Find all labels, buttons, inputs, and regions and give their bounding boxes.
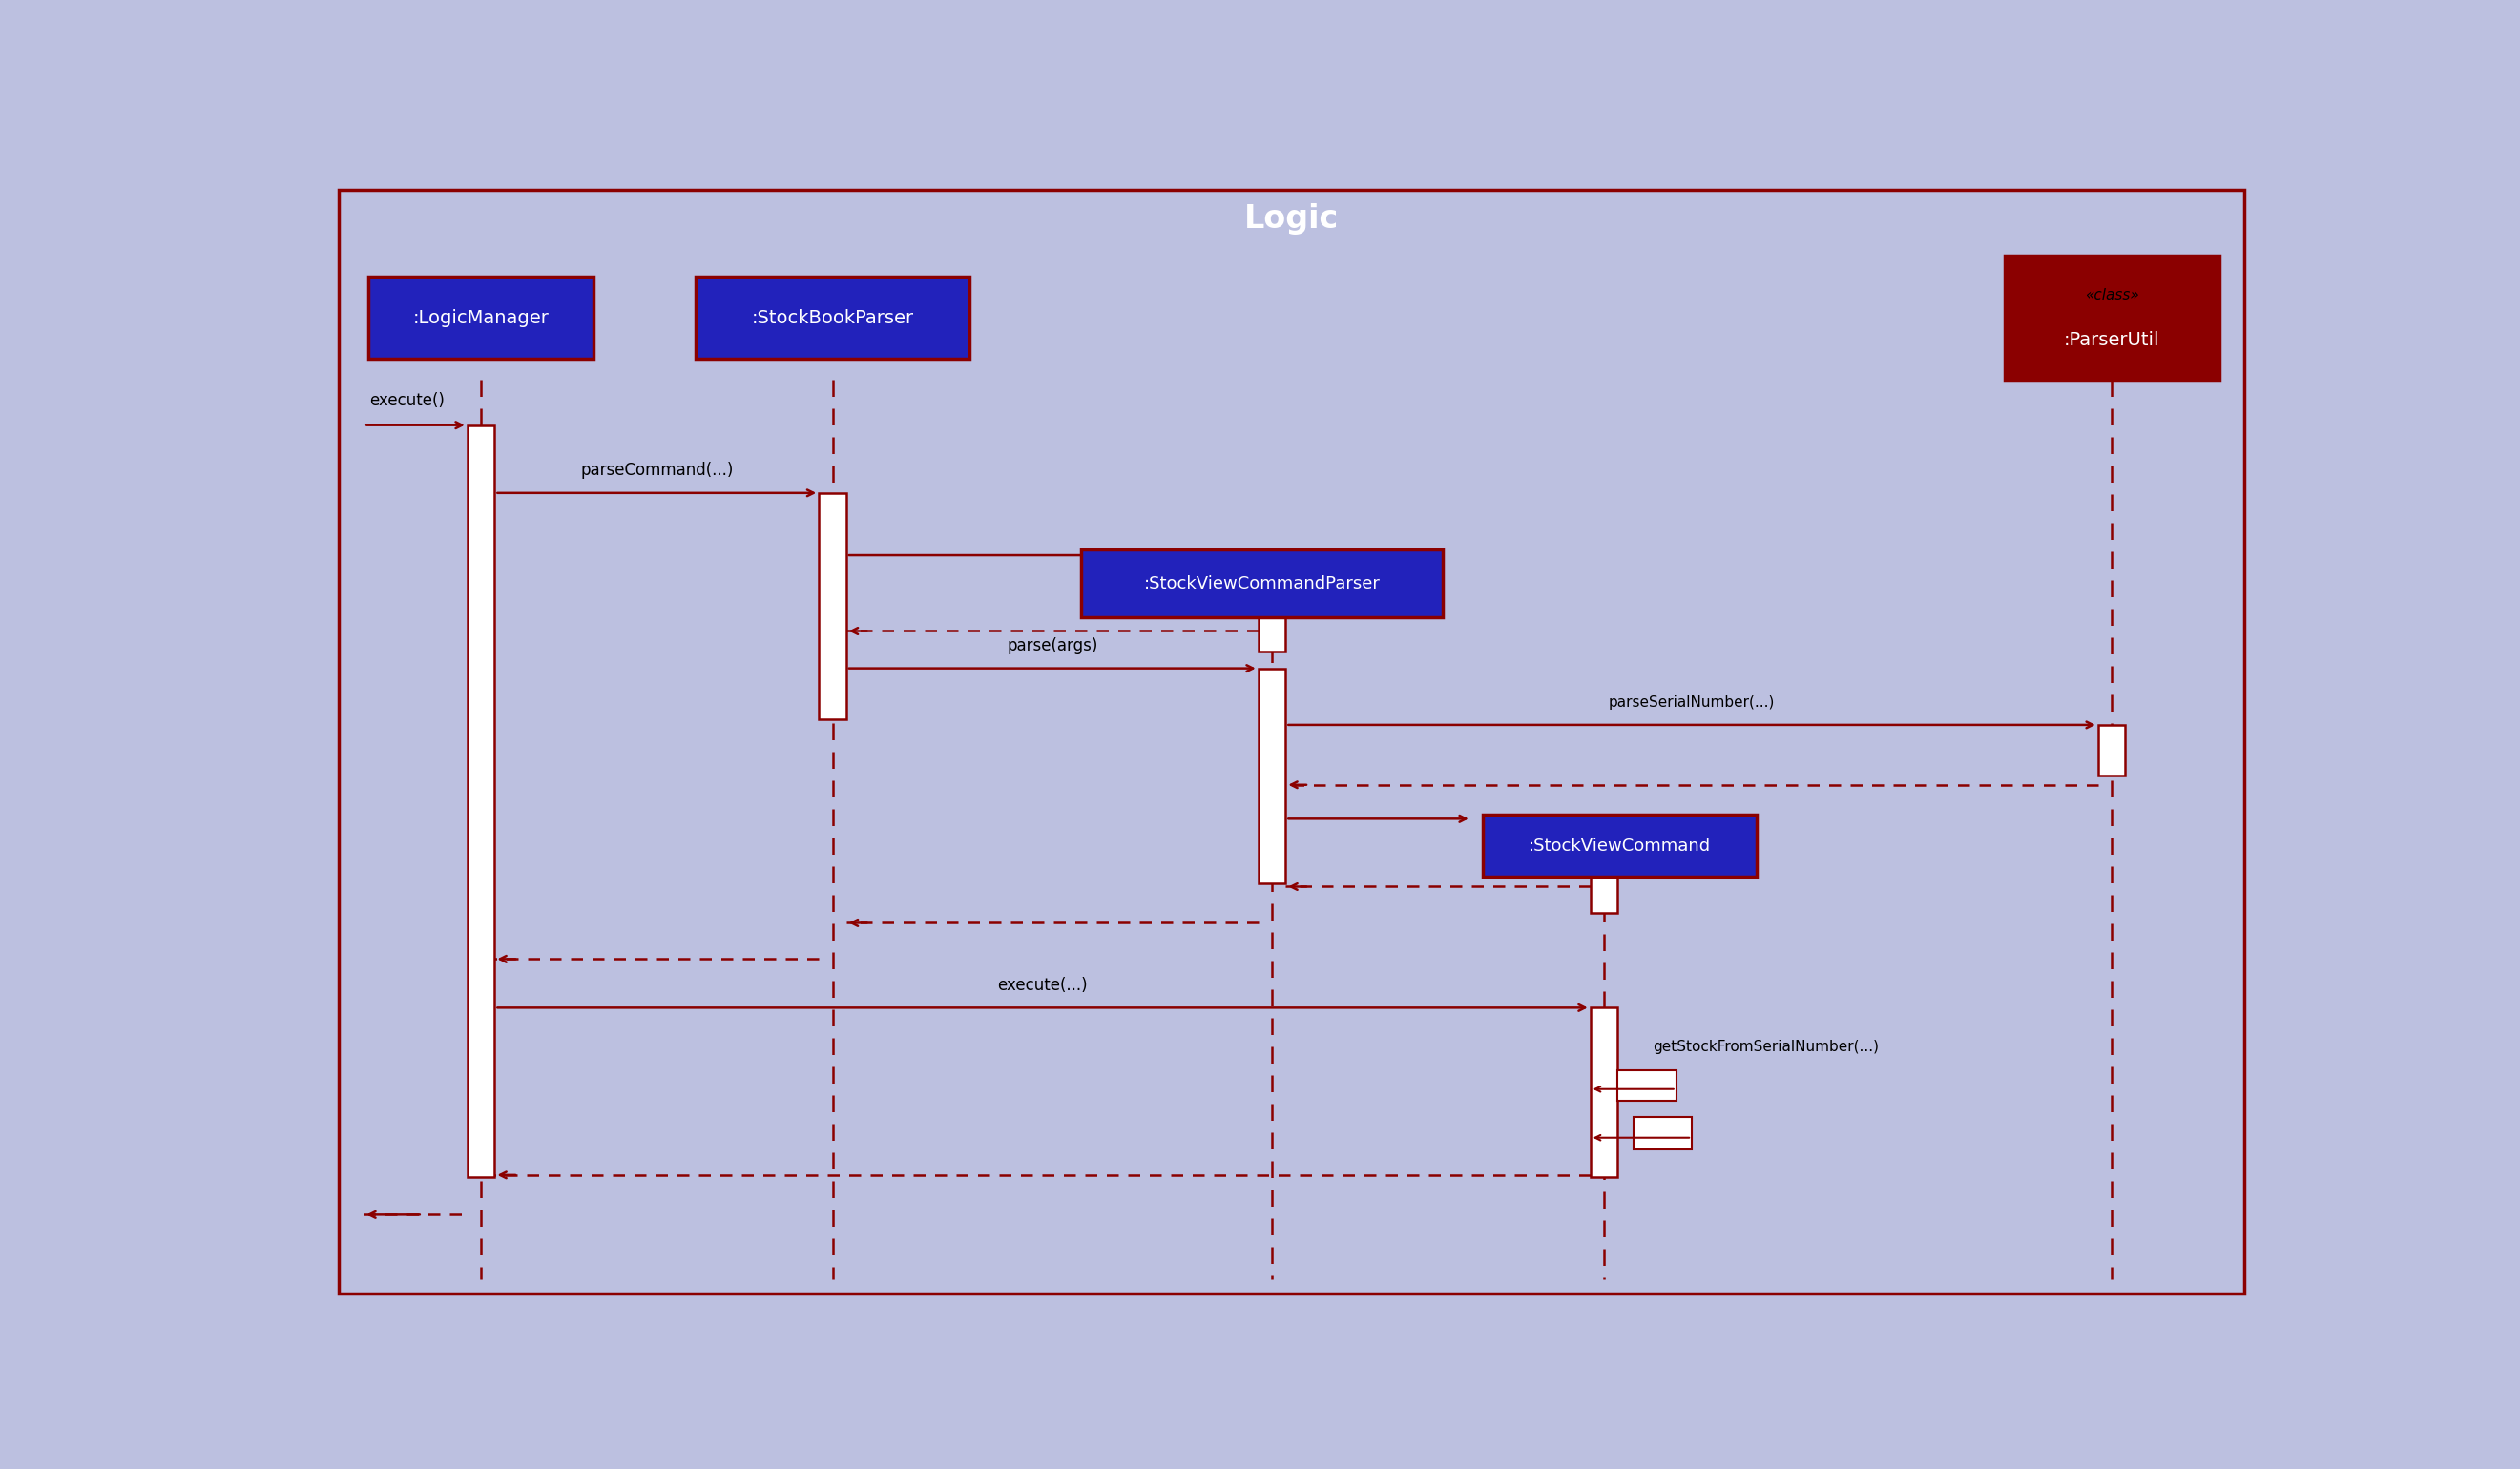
FancyBboxPatch shape [2099, 724, 2124, 776]
FancyBboxPatch shape [368, 278, 592, 358]
FancyBboxPatch shape [1590, 877, 1618, 914]
FancyBboxPatch shape [1590, 1008, 1618, 1177]
Text: execute(...): execute(...) [998, 977, 1089, 993]
Text: execute(): execute() [370, 392, 446, 408]
FancyBboxPatch shape [1618, 1069, 1676, 1100]
Text: :StockBookParser: :StockBookParser [751, 308, 915, 326]
Text: Logic: Logic [1245, 204, 1338, 235]
Text: parse(args): parse(args) [1008, 638, 1099, 654]
Text: :LogicManager: :LogicManager [413, 308, 549, 326]
Text: parseCommand(...): parseCommand(...) [580, 461, 733, 479]
FancyBboxPatch shape [819, 494, 847, 720]
FancyBboxPatch shape [1482, 815, 1756, 877]
Text: «class»: «class» [2084, 288, 2139, 303]
Text: parseSerialNumber(...): parseSerialNumber(...) [1608, 695, 1774, 710]
FancyBboxPatch shape [1257, 668, 1285, 883]
FancyBboxPatch shape [1081, 549, 1444, 617]
FancyBboxPatch shape [696, 278, 970, 358]
FancyBboxPatch shape [2003, 256, 2220, 380]
Text: getStockFromSerialNumber(...): getStockFromSerialNumber(...) [1653, 1040, 1880, 1055]
FancyBboxPatch shape [466, 425, 494, 1177]
FancyBboxPatch shape [338, 190, 2245, 1294]
Text: :StockViewCommand: :StockViewCommand [1530, 837, 1711, 855]
Text: :ParserUtil: :ParserUtil [2064, 331, 2160, 350]
FancyBboxPatch shape [1257, 617, 1285, 651]
Text: :StockViewCommandParser: :StockViewCommandParser [1144, 574, 1381, 592]
FancyBboxPatch shape [1633, 1118, 1691, 1149]
